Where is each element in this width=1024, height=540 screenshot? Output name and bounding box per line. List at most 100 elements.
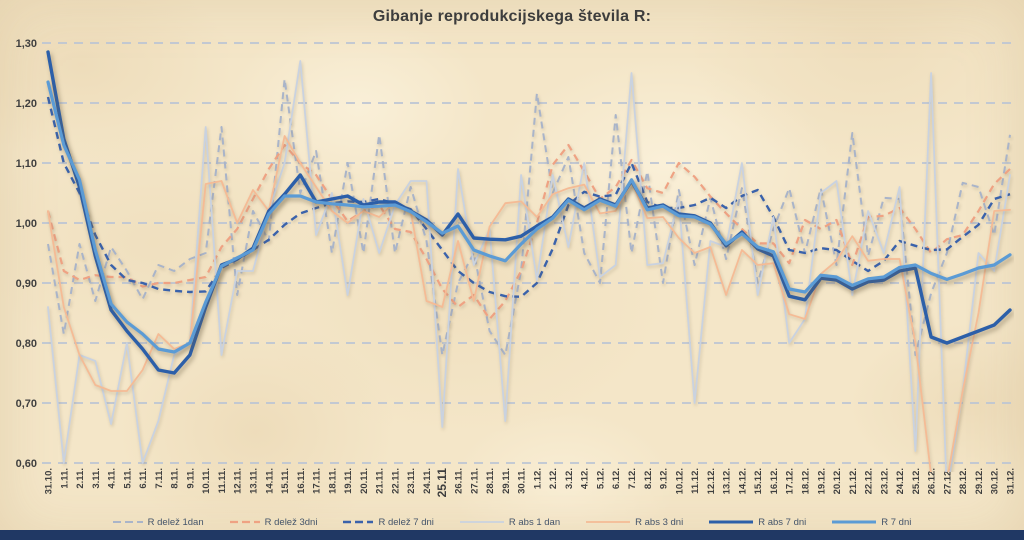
x-tick-label: 7.11. [154, 468, 165, 489]
y-tick-label: 1,00 [16, 218, 37, 230]
legend-label: R 7 dni [881, 516, 912, 528]
x-tick-label: 1.12. [532, 468, 543, 489]
x-tick-label: 15.12. [753, 468, 764, 494]
legend-label: R abs 3 dni [635, 516, 684, 528]
x-tick-label: 10.11. [201, 468, 212, 494]
x-tick-label: 5.12. [595, 468, 606, 489]
legend-item: R delež 3dni [229, 516, 318, 528]
chart-title: Gibanje reprodukcijskega števila R: [372, 8, 652, 25]
x-tick-label: 1.11. [59, 468, 70, 489]
legend-label: R abs 1 dan [508, 516, 561, 528]
legend-item: R delež 1dan [112, 516, 204, 528]
series-line-r-7-dni [46, 80, 1012, 354]
x-tick-label: 22.11. [390, 468, 401, 494]
y-tick-label: 1,30 [16, 38, 37, 50]
y-tick-label: 0,90 [16, 278, 37, 290]
x-tick-label: 22.12. [864, 468, 875, 494]
x-tick-label: 19.12. [816, 468, 827, 494]
x-tick-label: 16.12. [769, 468, 780, 494]
x-tick-label: 27.11. [469, 468, 480, 494]
x-tick-label: 30.12. [990, 468, 1001, 494]
y-tick-label: 1,20 [16, 98, 37, 110]
legend-item: R delež 7 dni [343, 516, 434, 528]
series-line-r-delez-1dan [47, 78, 1011, 356]
x-tick-label: 2.12. [548, 468, 559, 489]
x-tick-label: 13.12. [722, 468, 733, 494]
x-tick-label: 28.11. [485, 468, 496, 494]
x-tick-label: 9.12. [659, 468, 670, 489]
x-tick-label: 5.11. [122, 468, 133, 489]
x-tick-label: 6.12. [611, 468, 622, 489]
legend-label: R delež 7 dni [378, 516, 434, 528]
legend-marker-solid-line-icon [586, 521, 631, 523]
plot-area: 0,60 0,70 0,80 0,90 1,00 1,10 1,20 1,30 31.10. 1.… [16, 38, 1017, 498]
legend-item: R abs 7 dni [709, 517, 806, 528]
y-tick-label: 0,80 [16, 338, 37, 350]
x-tick-label: 8.11. [170, 468, 181, 489]
x-tick-label: 11.12. [690, 468, 701, 494]
series-line-r-abs-3-dni [47, 135, 1011, 472]
x-tick-label: 28.12. [958, 468, 969, 494]
x-tick-label: 3.12. [564, 468, 575, 489]
legend-marker-solid-line-icon [709, 520, 754, 524]
legend-marker-solid-line-icon [459, 521, 504, 523]
x-tick-label: 23.12. [879, 468, 890, 494]
legend-item: R abs 1 dan [459, 516, 561, 528]
x-tick-label: 12.12. [706, 468, 717, 494]
x-tick-label: 14.12. [737, 468, 748, 494]
x-tick-label: 30.11. [517, 468, 528, 494]
x-tick-label: 20.12. [832, 468, 843, 494]
x-tick-label: 31.12. [1006, 468, 1017, 494]
x-tick-label: 11.11. [217, 468, 228, 493]
x-tick-label: 27.12. [942, 468, 953, 494]
x-tick-label: 23.11. [406, 468, 417, 494]
x-tick-label: 25.11 [435, 468, 449, 498]
y-tick-label: 0,60 [16, 458, 37, 470]
legend-item: R 7 dni [832, 517, 911, 528]
x-tick-label: 17.11. [312, 468, 323, 494]
x-tick-label: 3.11. [91, 468, 102, 489]
x-tick-label: 6.11. [138, 468, 149, 489]
x-tick-label: 4.11. [107, 468, 118, 489]
x-tick-label: 21.12. [848, 468, 859, 494]
x-tick-label: 24.11. [422, 468, 433, 494]
x-tick-label: 12.11. [233, 468, 244, 494]
legend-marker-dashed-line-icon [112, 521, 143, 523]
y-tick-label: 0,70 [16, 398, 37, 410]
x-tick-label: 9.11. [185, 468, 196, 489]
x-tick-label: 20.11. [359, 468, 370, 494]
x-tick-label: 16.11. [296, 468, 307, 494]
x-tick-label: 24.12. [895, 468, 906, 494]
x-tick-label: 19.11. [343, 468, 354, 494]
x-tick-label: 25.12. [911, 468, 922, 494]
footer-bar [0, 530, 1024, 540]
series-line-r-abs-1-dan [47, 60, 1011, 472]
legend-label: R delež 3dni [264, 516, 318, 528]
x-tick-label: 18.12. [800, 468, 811, 494]
x-tick-label: 7.12. [627, 468, 638, 489]
x-tick-label: 14.11. [264, 468, 275, 494]
x-tick-label: 26.12. [927, 468, 938, 494]
x-tick-label: 17.12. [785, 468, 796, 494]
series-line-r-delez-7-dni [46, 96, 1011, 298]
x-tick-label: 29.12. [974, 468, 985, 494]
y-tick-label: 1,10 [16, 158, 37, 170]
series-line-r-delez-3dni [46, 143, 1011, 321]
x-tick-label: 10.12. [674, 468, 685, 494]
series-group [46, 50, 1012, 472]
x-tick-label: 2.11. [75, 468, 86, 489]
x-tick-label: 18.11. [327, 468, 338, 494]
x-tick-label: 8.12. [643, 468, 654, 489]
legend-item: R abs 3 dni [586, 517, 683, 528]
x-tick-label: 13.11. [249, 468, 260, 494]
legend-marker-dashed-line-icon [343, 520, 374, 524]
legend-label: R delež 1dan [147, 516, 204, 528]
x-tick-label: 4.12. [580, 468, 591, 489]
x-tick-label: 21.11. [375, 468, 386, 494]
x-tick-label: 26.11. [454, 468, 465, 494]
legend-marker-solid-line-icon [832, 520, 877, 524]
x-tick-label: 15.11. [280, 468, 291, 494]
x-tick-label: 31.10. [44, 468, 55, 494]
legend-marker-dashed-line-icon [229, 520, 260, 524]
